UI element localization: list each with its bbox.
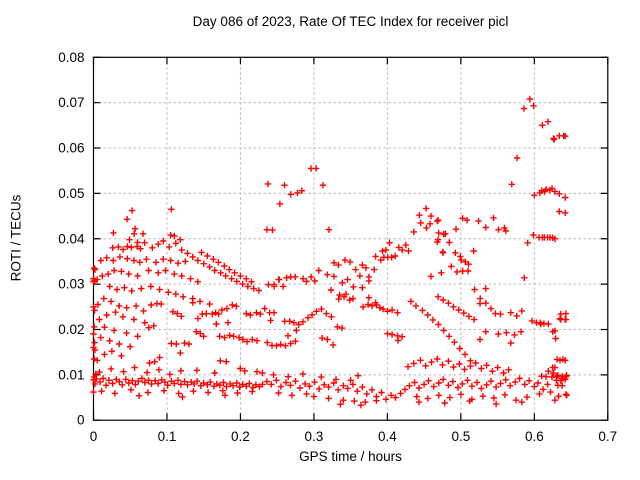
x-tick-label: 0.2 (231, 429, 250, 444)
chart-title: Day 086 of 2023, Rate Of TEC Index for r… (192, 14, 509, 29)
y-axis-label: ROTI / TECUs (8, 194, 24, 282)
x-axis-label: GPS time / hours (299, 449, 402, 464)
y-tick-label: 0.01 (58, 367, 84, 382)
y-tick-label: 0 (77, 413, 85, 428)
y-tick-label: 0.08 (58, 50, 84, 65)
y-tick-label: 0.06 (58, 141, 84, 156)
y-tick-label: 0.05 (58, 186, 84, 201)
axis-ticks (92, 56, 609, 421)
x-tick-label: 0.5 (451, 429, 470, 444)
y-tick-label: 0.03 (58, 277, 84, 292)
x-tick-label: 0 (90, 429, 98, 444)
x-tick-label: 0.1 (158, 429, 177, 444)
y-tick-label: 0.04 (58, 231, 85, 246)
scatter-points (90, 95, 570, 409)
x-tick-label: 0.4 (378, 429, 397, 444)
x-tick-label: 0.7 (598, 429, 617, 444)
x-tick-label: 0.3 (305, 429, 324, 444)
gridlines (93, 57, 608, 421)
y-tick-label: 0.07 (58, 95, 84, 110)
y-tick-label: 0.02 (58, 322, 84, 337)
x-tick-label: 0.6 (525, 429, 544, 444)
